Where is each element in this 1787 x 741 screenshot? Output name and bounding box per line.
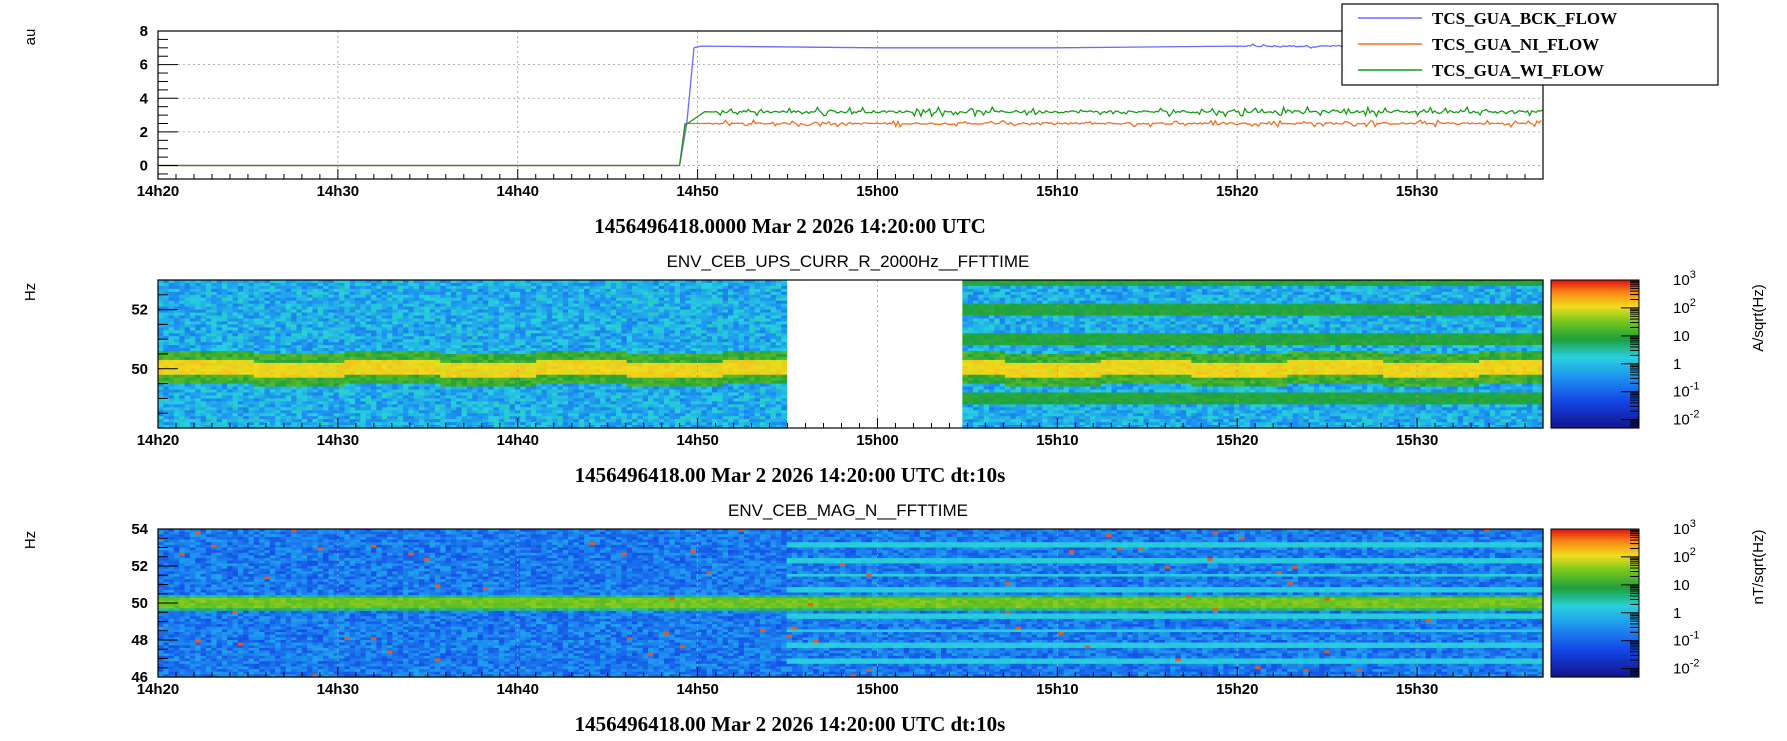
y-tick-label: 6	[140, 57, 148, 74]
x-tick-label: 14h50	[676, 183, 719, 200]
legend-label-wi: TCS_GUA_WI_FLOW	[1432, 61, 1604, 80]
legend-label-bck: TCS_GUA_BCK_FLOW	[1432, 9, 1617, 28]
caption: 1456496418.0000 Mar 2 2026 14:20:00 UTC	[594, 214, 986, 238]
x-tick-label: 14h40	[496, 183, 539, 200]
x-tick-label: 15h00	[856, 183, 899, 200]
x-tick-label: 15h10	[1036, 183, 1079, 200]
x-tick-label: 14h20	[137, 183, 180, 200]
x-tick-label: 15h30	[1396, 183, 1439, 200]
panel-spectrogram-ups: ENV_CEB_UPS_CURR_R_2000Hz__FFTTIME Hz 50…	[22, 252, 1767, 487]
legend-label-ni: TCS_GUA_NI_FLOW	[1432, 35, 1599, 54]
legend: TCS_GUA_BCK_FLOW TCS_GUA_NI_FLOW TCS_GUA…	[1342, 4, 1718, 85]
series-lines	[158, 44, 1543, 166]
series-line-bck	[158, 44, 1542, 166]
x-tick-label: 14h30	[317, 183, 360, 200]
heatmap	[158, 280, 1544, 429]
grid	[158, 31, 1543, 179]
y-tick-label: 8	[140, 23, 148, 40]
ylabel-hz: Hz	[22, 283, 39, 301]
y-tick-label: 0	[140, 158, 148, 175]
x-ticks: 14h20 14h30 14h40 14h50 15h00 15h10 15h20 15h30	[137, 169, 1543, 200]
panel-title: ENV_CEB_UPS_CURR_R_2000Hz__FFTTIME	[667, 252, 1030, 271]
x-tick-label: 15h20	[1216, 183, 1259, 200]
plot-frame	[158, 31, 1543, 179]
series-line-ni	[158, 120, 1541, 165]
y-ticks: 0 2 4 6 8	[140, 23, 178, 175]
ylabel-au: au	[22, 29, 39, 46]
series-line-wi	[158, 107, 1543, 165]
y-tick-label: 2	[140, 124, 148, 141]
y-tick-label: 4	[140, 90, 149, 107]
